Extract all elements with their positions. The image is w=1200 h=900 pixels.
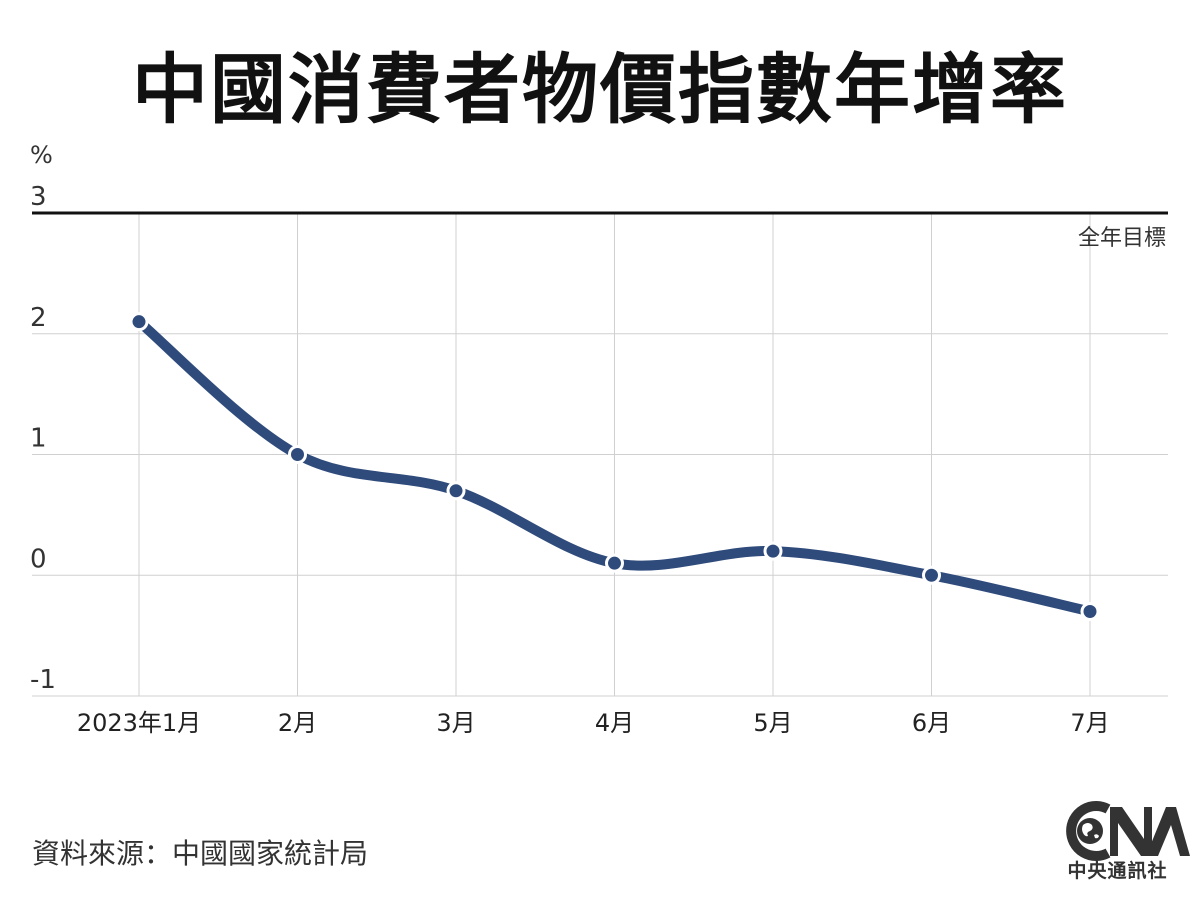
line-chart: 3 2 1 0 -1% 全年目標 2023年1月 2月 3月 4月 5月 6月 7月 bbox=[30, 141, 1168, 737]
x-tick-label: 4月 bbox=[595, 709, 634, 737]
data-point bbox=[446, 481, 466, 501]
x-tick-label: 7月 bbox=[1070, 709, 1109, 737]
y-tick-label: -1 bbox=[30, 665, 56, 695]
y-tick-label: 2 bbox=[30, 303, 47, 333]
x-tick-label: 6月 bbox=[912, 709, 951, 737]
y-axis-unit: % bbox=[30, 141, 53, 169]
cna-logo bbox=[1066, 801, 1190, 861]
data-point bbox=[922, 565, 941, 585]
data-point bbox=[1080, 601, 1100, 621]
x-tick-label: 3月 bbox=[436, 709, 475, 737]
x-tick-label: 2月 bbox=[278, 709, 317, 737]
data-point bbox=[763, 541, 783, 561]
x-tick-label: 5月 bbox=[753, 709, 792, 737]
y-tick-label: 3 bbox=[30, 182, 47, 212]
data-point bbox=[129, 312, 149, 332]
data-point bbox=[288, 445, 307, 464]
y-tick-label: 1 bbox=[30, 424, 47, 454]
x-tick-label: 2023年1月 bbox=[77, 709, 201, 737]
chart-title: 中國消費者物價指數年增率 bbox=[132, 45, 1068, 134]
y-tick-label: 0 bbox=[30, 544, 47, 574]
logo-text: 中央通訊社 bbox=[1067, 860, 1168, 882]
source-note: 資料來源：中國國家統計局 bbox=[32, 837, 369, 870]
data-point bbox=[605, 553, 624, 573]
target-line-label: 全年目標 bbox=[1078, 226, 1166, 251]
